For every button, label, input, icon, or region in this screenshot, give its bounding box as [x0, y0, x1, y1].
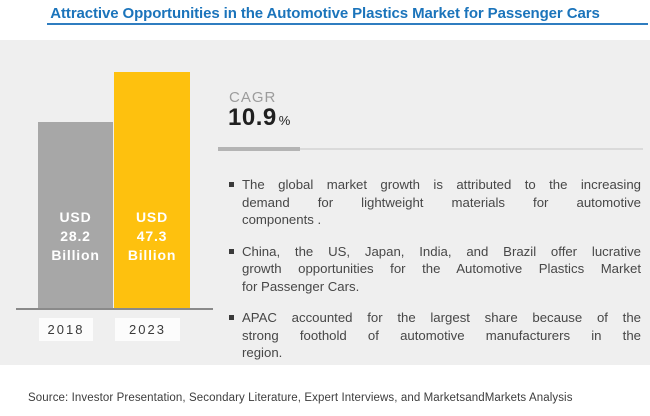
bar-2023: USD 47.3 Billion — [114, 72, 190, 309]
bullet-3-line-1: APAC accounted for the largest share bec… — [242, 310, 641, 325]
list-item: The global market growth is attributed t… — [229, 176, 641, 229]
content-panel: USD 28.2 Billion USD 47.3 Billion 2018 2… — [0, 40, 650, 365]
bullet-1-line-3: components . — [242, 212, 322, 227]
bullet-3-line-3: region. — [242, 345, 283, 360]
cagr-value-row: 10.9% — [228, 104, 290, 132]
bullet-1-line-2: demand for lightweight materials for aut… — [242, 194, 641, 210]
bar-2023-currency: USD — [136, 209, 168, 225]
divider-accent-segment — [218, 147, 300, 151]
x-axis-line — [16, 308, 213, 310]
cagr-label: CAGR — [229, 89, 277, 106]
bar-2018-value-label: USD 28.2 Billion — [38, 208, 113, 265]
page-title: Attractive Opportunities in the Automoti… — [50, 5, 600, 22]
divider-line — [300, 148, 643, 150]
bullet-2-line-1: China, the US, Japan, India, and Brazil … — [242, 243, 641, 259]
bar-2018-amount: 28.2 — [60, 228, 91, 244]
source-attribution: Source: Investor Presentation, Secondary… — [28, 392, 573, 404]
bar-2023-amount: 47.3 — [136, 228, 168, 244]
title-underline — [47, 23, 648, 25]
cagr-percent-sign: % — [278, 113, 291, 128]
x-tick-2018: 2018 — [39, 318, 93, 341]
list-item: China, the US, Japan, India, and Brazil … — [229, 243, 641, 296]
list-item: APAC accounted for the largest share bec… — [229, 309, 641, 362]
bar-2018: USD 28.2 Billion — [38, 122, 113, 309]
bullet-2-line-2: growth opportunities for the Automotive … — [242, 261, 641, 276]
cagr-value: 10.9 — [228, 104, 277, 131]
bullet-2-line-3: for Passenger Cars. — [242, 278, 360, 294]
bar-2018-currency: USD — [59, 209, 92, 225]
bullet-3-line-2: strong foothold of automotive manufactur… — [242, 327, 641, 343]
x-tick-2023: 2023 — [115, 318, 180, 341]
bar-2023-unit: Billion — [127, 247, 177, 263]
bar-2018-unit: Billion — [51, 247, 100, 263]
key-insights-list: The global market growth is attributed t… — [229, 176, 641, 376]
bar-2023-value-label: USD 47.3 Billion — [114, 208, 190, 265]
bullet-1-line-1: The global market growth is attributed t… — [242, 177, 641, 192]
